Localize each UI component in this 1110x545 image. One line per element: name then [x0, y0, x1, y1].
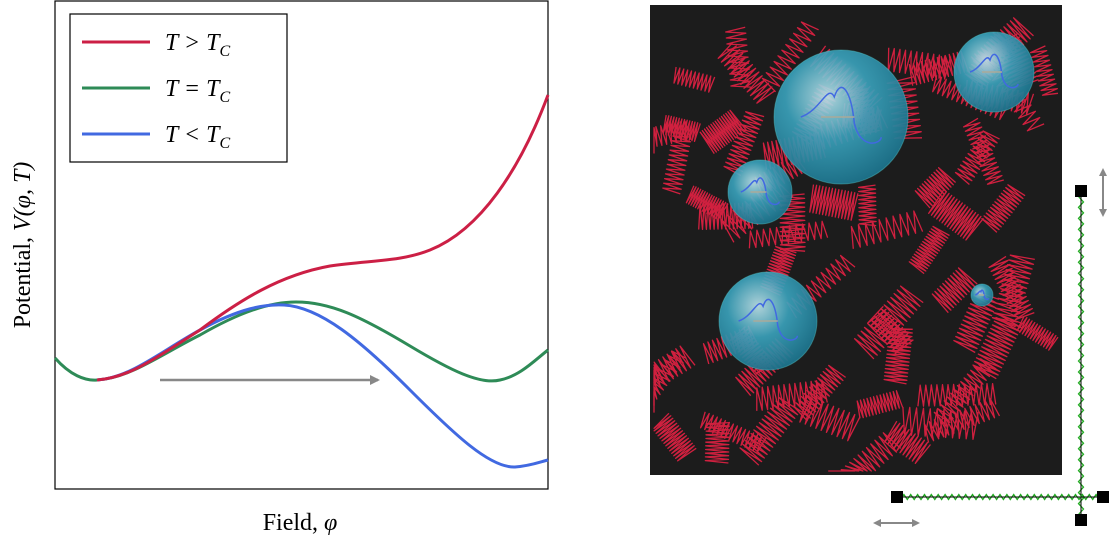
y-label-text: Potential,: [10, 231, 36, 328]
bubble: [728, 160, 792, 224]
anchor-node: [1097, 491, 1109, 503]
y-axis-label: Potential, V(φ, T): [10, 162, 36, 329]
bubble: [971, 284, 993, 306]
legend-text: T > T: [165, 30, 221, 56]
x-label-math: φ: [324, 510, 337, 536]
potential-plot: T > TC T = TC T < TC Field, φ Potential,…: [10, 1, 548, 536]
legend-text: T < T: [165, 122, 221, 148]
legend-sub: C: [219, 135, 230, 152]
curve-equal: [55, 302, 548, 381]
y-label-math: V(φ, T): [10, 162, 36, 231]
anchor-node: [1075, 514, 1087, 526]
bubble: [774, 50, 908, 184]
x-axis-label: Field, φ: [263, 510, 338, 536]
legend-sub: C: [219, 89, 230, 106]
figure: T > TC T = TC T < TC Field, φ Potential,…: [0, 0, 1110, 545]
bubble: [719, 272, 817, 370]
bubble: [954, 32, 1034, 112]
curve-below: [97, 305, 548, 467]
bubble-illustration: [650, 5, 1109, 526]
x-label-text: Field,: [263, 510, 324, 536]
anchor-node: [891, 491, 903, 503]
legend: T > TC T = TC T < TC: [70, 14, 287, 162]
legend-sub: C: [219, 43, 230, 60]
anchor-node: [1075, 185, 1087, 197]
legend-text: T = T: [165, 76, 221, 102]
